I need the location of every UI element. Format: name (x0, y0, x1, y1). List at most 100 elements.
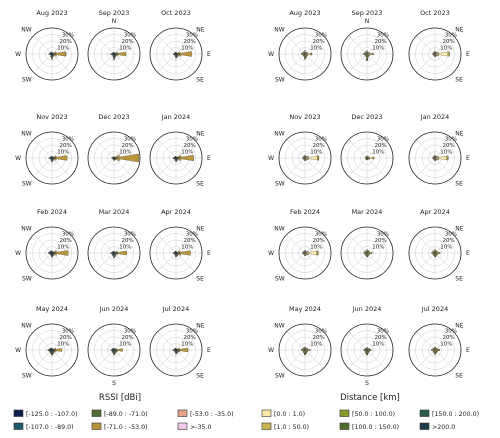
wedge-SSE-3 (435, 255, 438, 257)
wedge-E-1 (309, 52, 312, 56)
wedge-W-2 (47, 252, 49, 254)
radial-tick-label: 20% (375, 39, 387, 45)
radial-tick-label: 30% (62, 232, 74, 238)
compass-label-w: W (268, 155, 274, 162)
wedge-SSE-3 (367, 255, 370, 257)
rose-outline (149, 226, 203, 280)
grid-spoke (175, 349, 195, 369)
radial-tick-label: 20% (60, 335, 72, 341)
grid-spoke (113, 252, 133, 272)
wedge-ESE-2 (307, 350, 309, 352)
rssi-rose-1: Sep 2023 10%20%30% N (87, 9, 141, 81)
legend-label: [50.0 : 100.0) (352, 411, 395, 418)
wedge-ENE-3 (369, 348, 371, 350)
wedge-ENE-2 (307, 348, 309, 350)
grid-spoke (113, 234, 133, 254)
wedge-SSE-3 (114, 159, 116, 161)
wedge-NNW-2 (433, 347, 435, 349)
wedge-NNE-2 (435, 155, 437, 157)
grid-spoke (33, 331, 53, 351)
grid-spoke (157, 53, 177, 73)
wedge-NNE-2 (305, 155, 307, 157)
wedge-ESE-3 (369, 350, 371, 352)
wedge-NW-2 (302, 347, 304, 349)
rose-outline (408, 226, 462, 280)
wedge-ENE-2 (437, 251, 439, 253)
wedge-SE-3 (176, 158, 179, 161)
compass-label-ne: NE (196, 323, 204, 330)
radial-tick-label: 30% (377, 33, 389, 39)
wedge-E-2 (116, 53, 118, 55)
wedge-E-2 (371, 252, 373, 254)
wedge-S-2 (434, 160, 436, 162)
wedge-SW-2 (49, 351, 51, 353)
wedge-SSW-2 (174, 351, 176, 353)
wedge-SSE-3 (305, 352, 308, 354)
distance-rose-6: Feb 2024 10%20%30% W NW SW (268, 208, 332, 282)
wedge-ENE-3 (53, 347, 56, 350)
wedge-NE-2 (435, 347, 438, 350)
radial-tick-label: 30% (62, 137, 74, 143)
wedge-SSW-2 (174, 55, 176, 57)
grid-spoke (33, 35, 53, 55)
compass-label-nw: NW (274, 323, 284, 330)
wedge-ENE-3 (177, 51, 181, 54)
compass-label-sw: SW (22, 275, 32, 282)
grid-spoke (416, 331, 436, 351)
wedge-E-3 (55, 348, 63, 352)
grid-spoke (175, 139, 195, 159)
grid-spoke (366, 349, 386, 369)
grid-spoke (175, 331, 195, 351)
wedge-WSW-2 (432, 54, 434, 56)
wedge-W-2 (48, 53, 50, 55)
wedge-WNW-2 (432, 348, 434, 350)
wedge-WNW-2 (49, 251, 51, 253)
wedge-S-2 (304, 56, 306, 58)
wedge-SSW-2 (49, 352, 52, 354)
distance-legend-item-1: [1.0 : 50.0) (261, 422, 309, 431)
distance-rose-11: Jul 2024 10%20%30% E SE NE (408, 305, 470, 379)
radial-tick-label: 30% (445, 137, 457, 143)
wedge-WSW-2 (302, 253, 304, 255)
radial-tick-label: 20% (375, 238, 387, 244)
wedge-WSW-2 (111, 253, 113, 255)
wedge-SE-3 (115, 351, 117, 353)
grid-spoke (95, 252, 115, 272)
wedge-ESE-3 (53, 253, 58, 256)
wedge-SE-3 (114, 54, 117, 57)
wedge-ESE-3 (115, 253, 119, 256)
rssi-rose-8: Apr 2024 10%20%30% E NE SE (149, 208, 211, 282)
wedge-WNW-2 (364, 251, 366, 253)
compass-label-sw: SW (275, 180, 285, 187)
wedge-SE-4 (177, 351, 179, 353)
rssi-legend-item-3: [-71.0 : -53.0) (91, 422, 148, 431)
wedge-S-2 (366, 56, 368, 59)
grid-spoke (51, 234, 71, 254)
wedge-WSW-2 (432, 350, 434, 352)
compass-label-se: SE (455, 76, 463, 83)
compass-label-w: W (15, 347, 21, 354)
grid-spoke (366, 35, 386, 55)
rssi-legend-item-1: [-107.0 : -89.0) (13, 422, 74, 431)
rssi-legend-item-4: [-53.0 : -35.0) (177, 409, 234, 418)
wedge-NW-2 (432, 250, 434, 252)
rose-outline (408, 131, 462, 185)
compass-label-se: SE (196, 372, 204, 379)
wedge-W-2 (302, 157, 303, 159)
wedge-WSW-2 (432, 158, 434, 160)
wedge-ENE-3 (53, 51, 57, 54)
legend-swatch (261, 409, 272, 417)
legend-swatch (177, 422, 188, 430)
wedge-NW-2 (302, 51, 304, 53)
radial-tick-label: 20% (60, 238, 72, 244)
grid-spoke (175, 35, 195, 55)
radial-tick-label: 30% (315, 329, 327, 335)
wedge-ESE-3 (115, 54, 119, 57)
radial-tick-label: 30% (445, 232, 457, 238)
grid-spoke (51, 35, 71, 55)
wedge-SE-2 (305, 253, 308, 256)
wedge-SSW-3 (303, 56, 305, 57)
radial-tick-label: 10% (372, 245, 384, 251)
grid-spoke (348, 35, 368, 55)
wedge-NNW-2 (50, 347, 52, 349)
